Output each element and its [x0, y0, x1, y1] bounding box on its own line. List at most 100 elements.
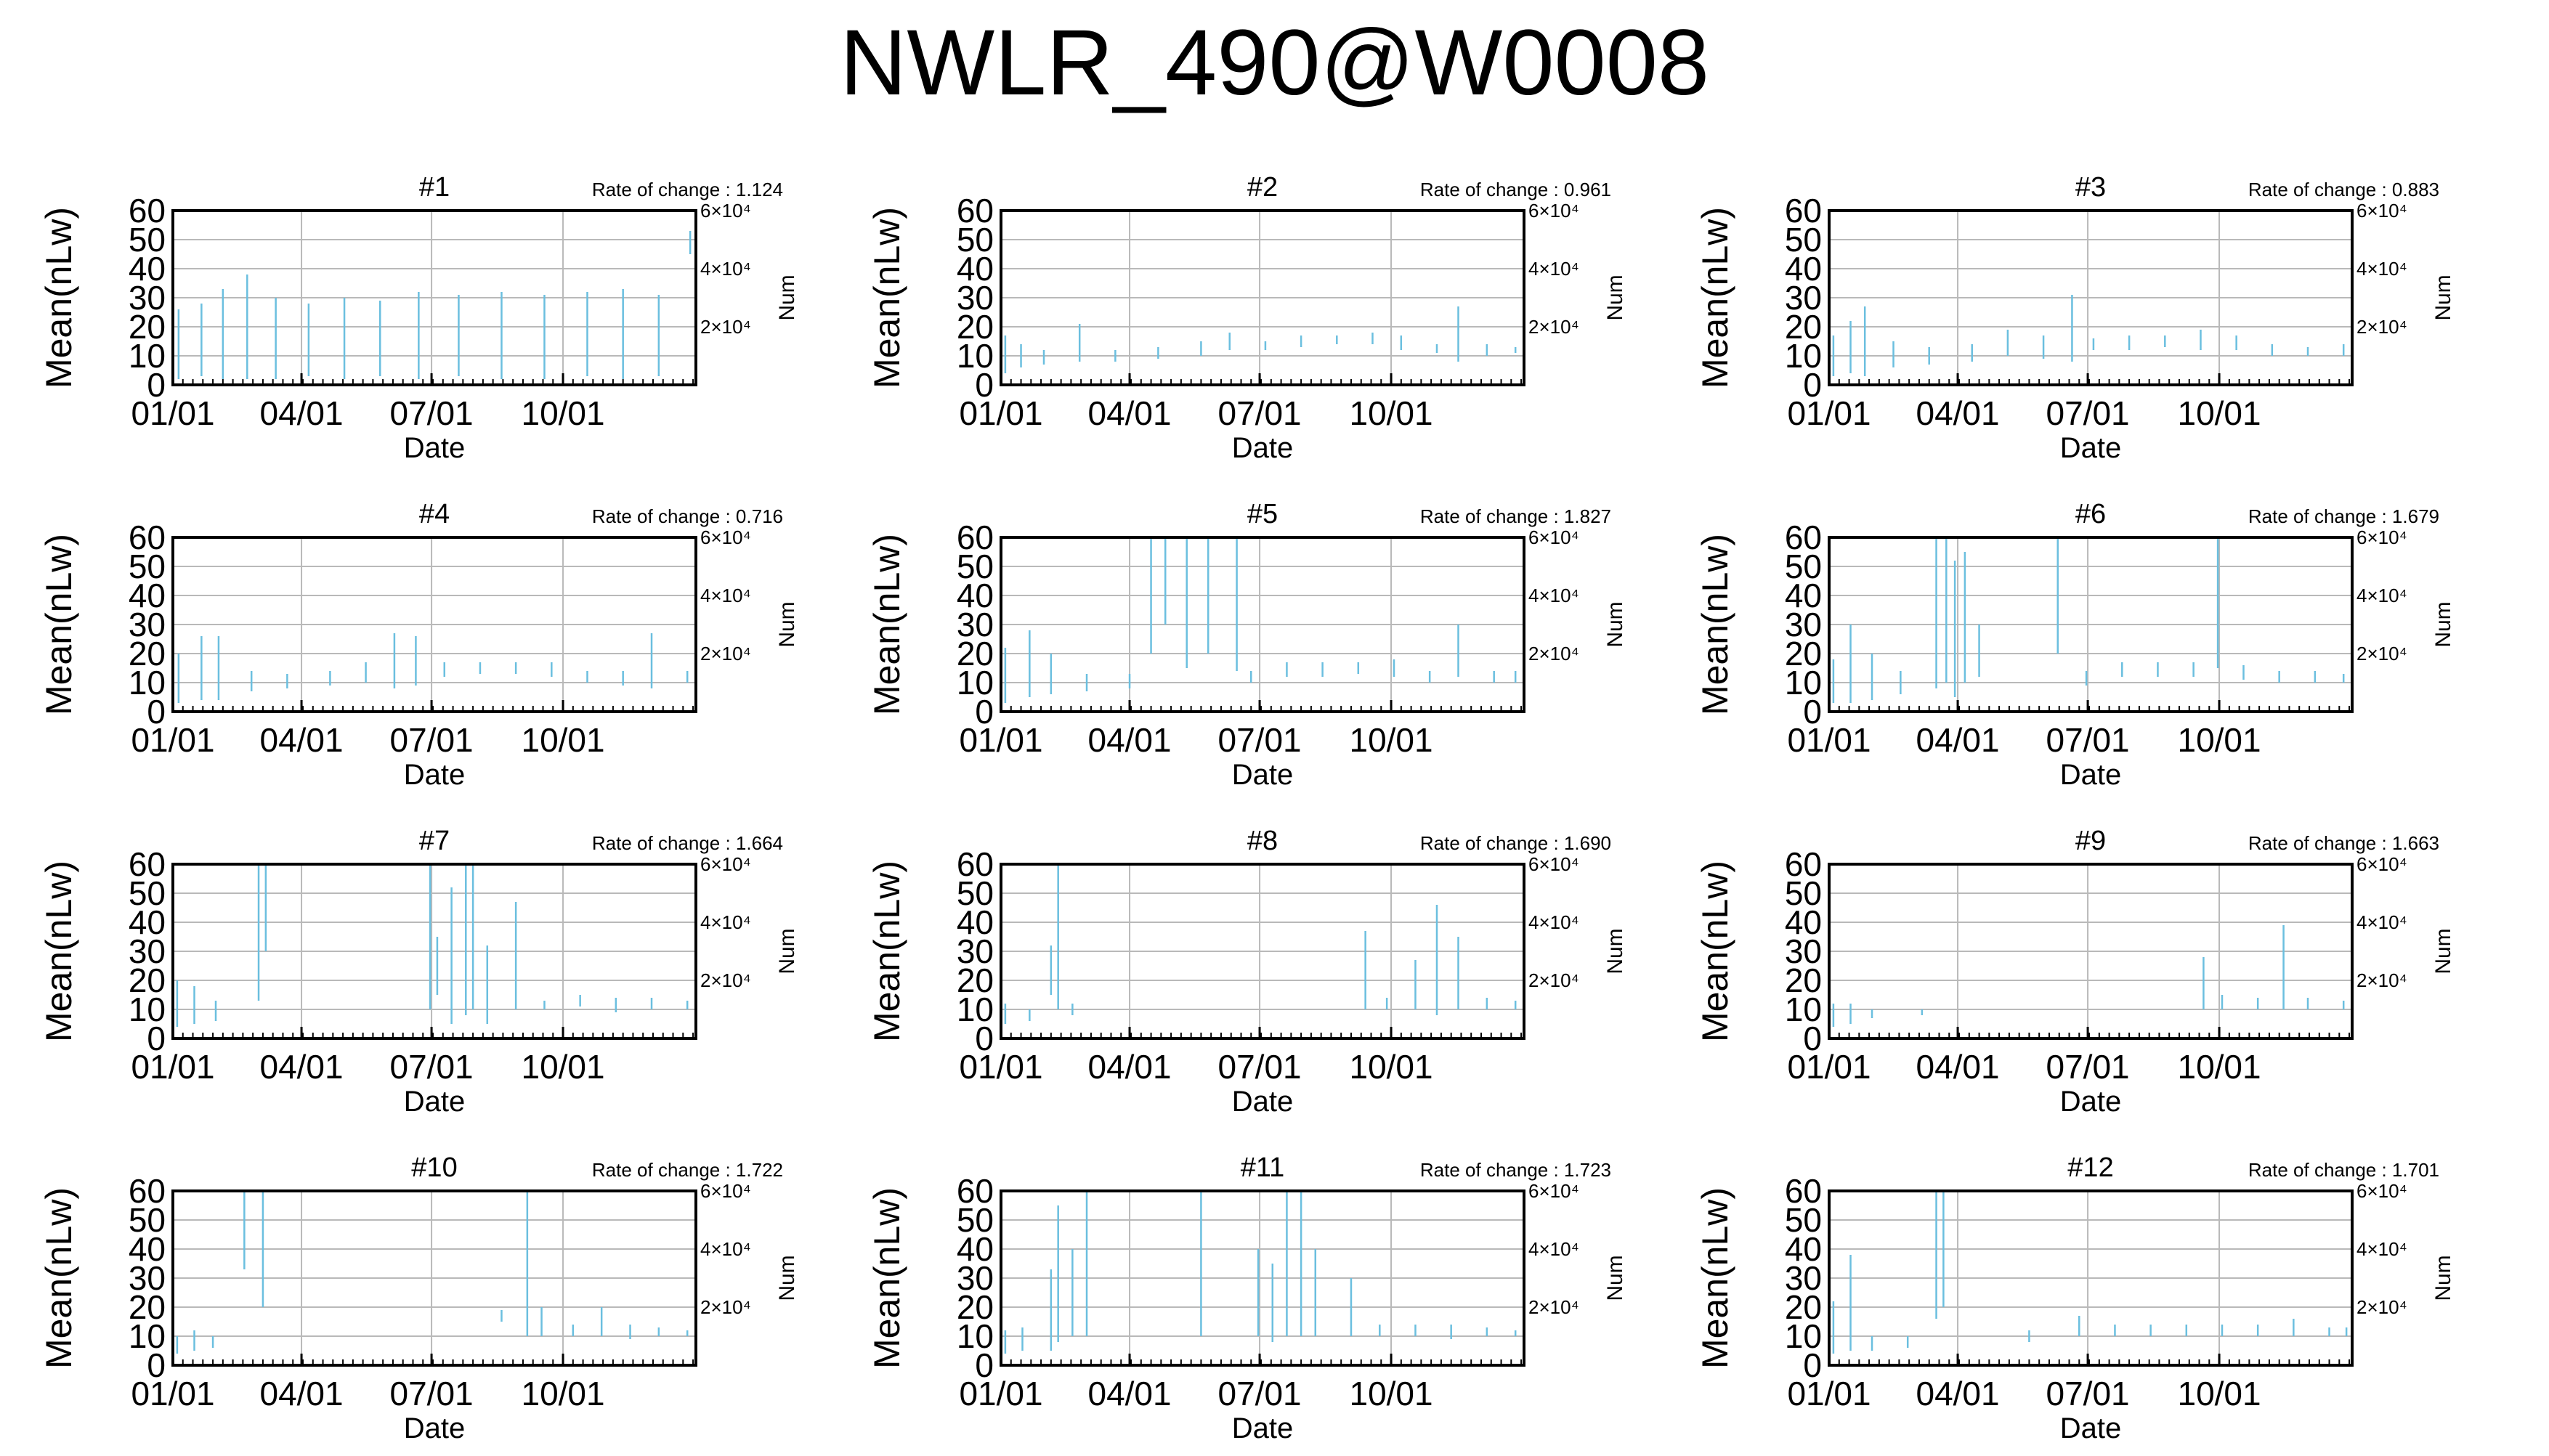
y-tick-label: 50: [1785, 221, 1822, 259]
y-tick-label: 10: [129, 991, 166, 1028]
y2-tick-label: 4×10⁴: [1528, 258, 1579, 280]
x-tick-label: 04/01: [1916, 1375, 1999, 1412]
y2-tick-label: 6×10⁴: [700, 200, 751, 221]
y-tick-label: 60: [1785, 1172, 1822, 1210]
y-tick-label: 0: [975, 693, 994, 731]
x-tick-label: 10/01: [2177, 721, 2261, 759]
y-tick-label: 0: [975, 1346, 994, 1384]
y-tick-label: 0: [975, 1020, 994, 1057]
plot-frame: [171, 209, 697, 386]
y2-axis-label: Num: [2431, 601, 2455, 647]
panel-title: #5: [1247, 499, 1278, 529]
y-tick-label: 60: [1785, 845, 1822, 883]
y2-tick-label: 2×10⁴: [2356, 316, 2407, 338]
x-tick-label: 04/01: [1087, 1375, 1171, 1412]
y-tick-label: 30: [129, 1259, 166, 1297]
y-axis-label: Mean(nLw): [867, 861, 907, 1042]
page-title: NWLR_490@W0008: [839, 11, 1710, 115]
y-tick-label: 40: [1785, 903, 1822, 941]
y-tick-label: 50: [129, 1201, 166, 1239]
y-tick-label: 20: [129, 308, 166, 346]
y-axis-label: Mean(nLw): [1695, 534, 1735, 715]
y2-tick-label: 6×10⁴: [1528, 200, 1579, 221]
y-tick-label: 50: [129, 874, 166, 912]
y2-axis-label: Num: [1603, 928, 1627, 974]
y-tick-label: 0: [147, 693, 166, 731]
y-tick-label: 60: [957, 1172, 994, 1210]
panel-title: #9: [2075, 826, 2106, 856]
x-axis-label: Date: [404, 432, 466, 464]
plot-frame: [1828, 536, 2354, 713]
y-tick-label: 30: [129, 932, 166, 970]
x-tick-label: 10/01: [2177, 1375, 2261, 1412]
y-tick-label: 30: [1785, 606, 1822, 643]
y-tick-label: 60: [129, 518, 166, 556]
y2-tick-label: 2×10⁴: [2356, 969, 2407, 991]
x-axis-label: Date: [404, 759, 466, 791]
y-tick-label: 10: [1785, 337, 1822, 375]
y-tick-label: 0: [1803, 1346, 1822, 1384]
y-axis-label: Mean(nLw): [39, 534, 79, 715]
x-axis-label: Date: [1232, 1086, 1294, 1118]
y-tick-label: 60: [957, 845, 994, 883]
x-tick-label: 01/01: [131, 394, 214, 432]
x-tick-label: 01/01: [1787, 1375, 1871, 1412]
x-tick-label: 10/01: [2177, 394, 2261, 432]
y2-tick-label: 2×10⁴: [700, 969, 751, 991]
rate-of-change-label: Rate of change : 1.701: [2248, 1159, 2439, 1181]
y2-axis-label: Num: [775, 1255, 799, 1301]
y2-tick-label: 6×10⁴: [700, 853, 751, 875]
y2-tick-label: 2×10⁴: [1528, 969, 1579, 991]
y-axis-label: Mean(nLw): [1695, 207, 1735, 389]
y-tick-label: 60: [129, 192, 166, 229]
y-tick-label: 50: [957, 221, 994, 259]
x-axis-label: Date: [1232, 1412, 1294, 1444]
y-tick-label: 10: [1785, 664, 1822, 701]
x-tick-label: 04/01: [259, 721, 343, 759]
y-tick-label: 10: [957, 664, 994, 701]
y2-tick-label: 6×10⁴: [1528, 1180, 1579, 1202]
y-tick-label: 40: [957, 250, 994, 288]
panel-title: #7: [419, 826, 450, 856]
y2-tick-label: 4×10⁴: [700, 1238, 751, 1260]
rate-of-change-label: Rate of change : 1.722: [592, 1159, 783, 1181]
y2-tick-label: 4×10⁴: [2356, 911, 2407, 933]
y2-axis-label: Num: [1603, 274, 1627, 320]
y-tick-label: 30: [129, 606, 166, 643]
plot-frame: [1000, 863, 1525, 1040]
x-tick-label: 07/01: [1218, 394, 1302, 432]
plot-frame: [1000, 536, 1525, 713]
x-axis-label: Date: [2060, 432, 2122, 464]
y-tick-label: 0: [1803, 366, 1822, 404]
y-tick-label: 30: [957, 279, 994, 317]
y-tick-label: 40: [1785, 577, 1822, 614]
y-tick-label: 20: [129, 1288, 166, 1326]
y-tick-label: 10: [129, 337, 166, 375]
y-tick-label: 30: [129, 279, 166, 317]
y-tick-label: 60: [957, 192, 994, 229]
plot-frame: [1000, 209, 1525, 386]
y2-tick-label: 6×10⁴: [1528, 853, 1579, 875]
x-tick-label: 01/01: [1787, 721, 1871, 759]
x-axis-label: Date: [2060, 1412, 2122, 1444]
x-tick-label: 01/01: [959, 394, 1042, 432]
rate-of-change-label: Rate of change : 0.716: [592, 505, 783, 527]
y2-axis-label: Num: [1603, 1255, 1627, 1301]
x-tick-label: 10/01: [1349, 1375, 1432, 1412]
x-tick-label: 04/01: [1916, 1048, 1999, 1086]
y2-tick-label: 6×10⁴: [2356, 1180, 2407, 1202]
panel-title: #2: [1247, 172, 1278, 203]
y2-tick-label: 4×10⁴: [2356, 585, 2407, 606]
y-tick-label: 30: [1785, 932, 1822, 970]
panel-title: #11: [1241, 1152, 1285, 1183]
y2-axis-label: Num: [2431, 928, 2455, 974]
y-tick-label: 20: [1785, 1288, 1822, 1326]
y2-tick-label: 2×10⁴: [2356, 643, 2407, 664]
y-tick-label: 30: [957, 606, 994, 643]
x-tick-label: 04/01: [1916, 394, 1999, 432]
y-tick-label: 0: [1803, 1020, 1822, 1057]
